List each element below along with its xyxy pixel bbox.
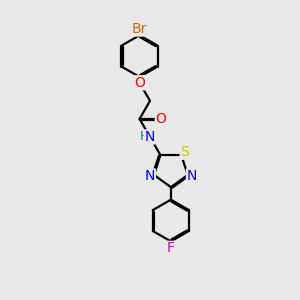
Text: O: O [134,76,145,90]
Text: O: O [155,112,166,126]
Text: Br: Br [132,22,147,36]
Text: N: N [145,169,155,183]
Text: S: S [180,145,189,159]
Text: N: N [144,130,155,144]
Text: H: H [140,130,149,143]
Text: N: N [187,169,197,183]
Text: F: F [167,242,175,255]
